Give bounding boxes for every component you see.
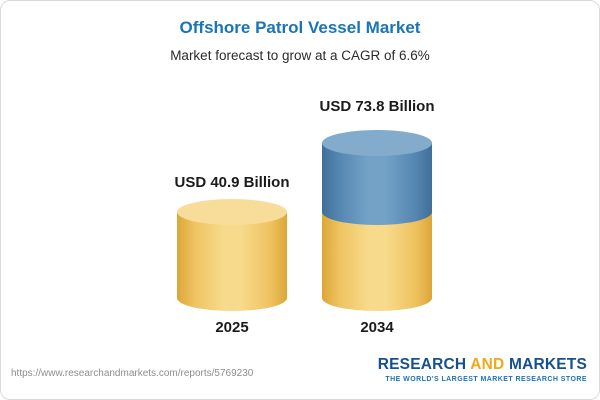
logo-wordmark: RESEARCH AND MARKETS <box>378 356 587 374</box>
category-label-2025: 2025 <box>215 319 249 336</box>
logo-word-research: RESEARCH <box>377 356 467 373</box>
cylinder-segment-yellow <box>177 212 287 298</box>
report-url: https://www.researchandmarkets.com/repor… <box>11 368 254 379</box>
chart-subtitle: Market forecast to grow at a CAGR of 6.6… <box>170 48 430 63</box>
value-label-2034: USD 73.8 Billion <box>319 98 435 115</box>
logo-word-and: AND <box>470 356 505 373</box>
logo-tagline: THE WORLD'S LARGEST MARKET RESEARCH STOR… <box>385 376 587 383</box>
cylinder-top-cap <box>322 130 432 157</box>
logo-word-markets: MARKETS <box>508 356 587 373</box>
researchandmarkets-logo: RESEARCH AND MARKETS THE WORLD'S LARGEST… <box>378 356 587 383</box>
category-label-2034: 2034 <box>360 319 394 336</box>
cylinder-segment-yellow <box>322 212 432 298</box>
cylinder-top-cap <box>177 199 287 226</box>
chart-title: Offshore Patrol Vessel Market <box>179 18 421 37</box>
value-label-2025: USD 40.9 Billion <box>174 174 290 191</box>
